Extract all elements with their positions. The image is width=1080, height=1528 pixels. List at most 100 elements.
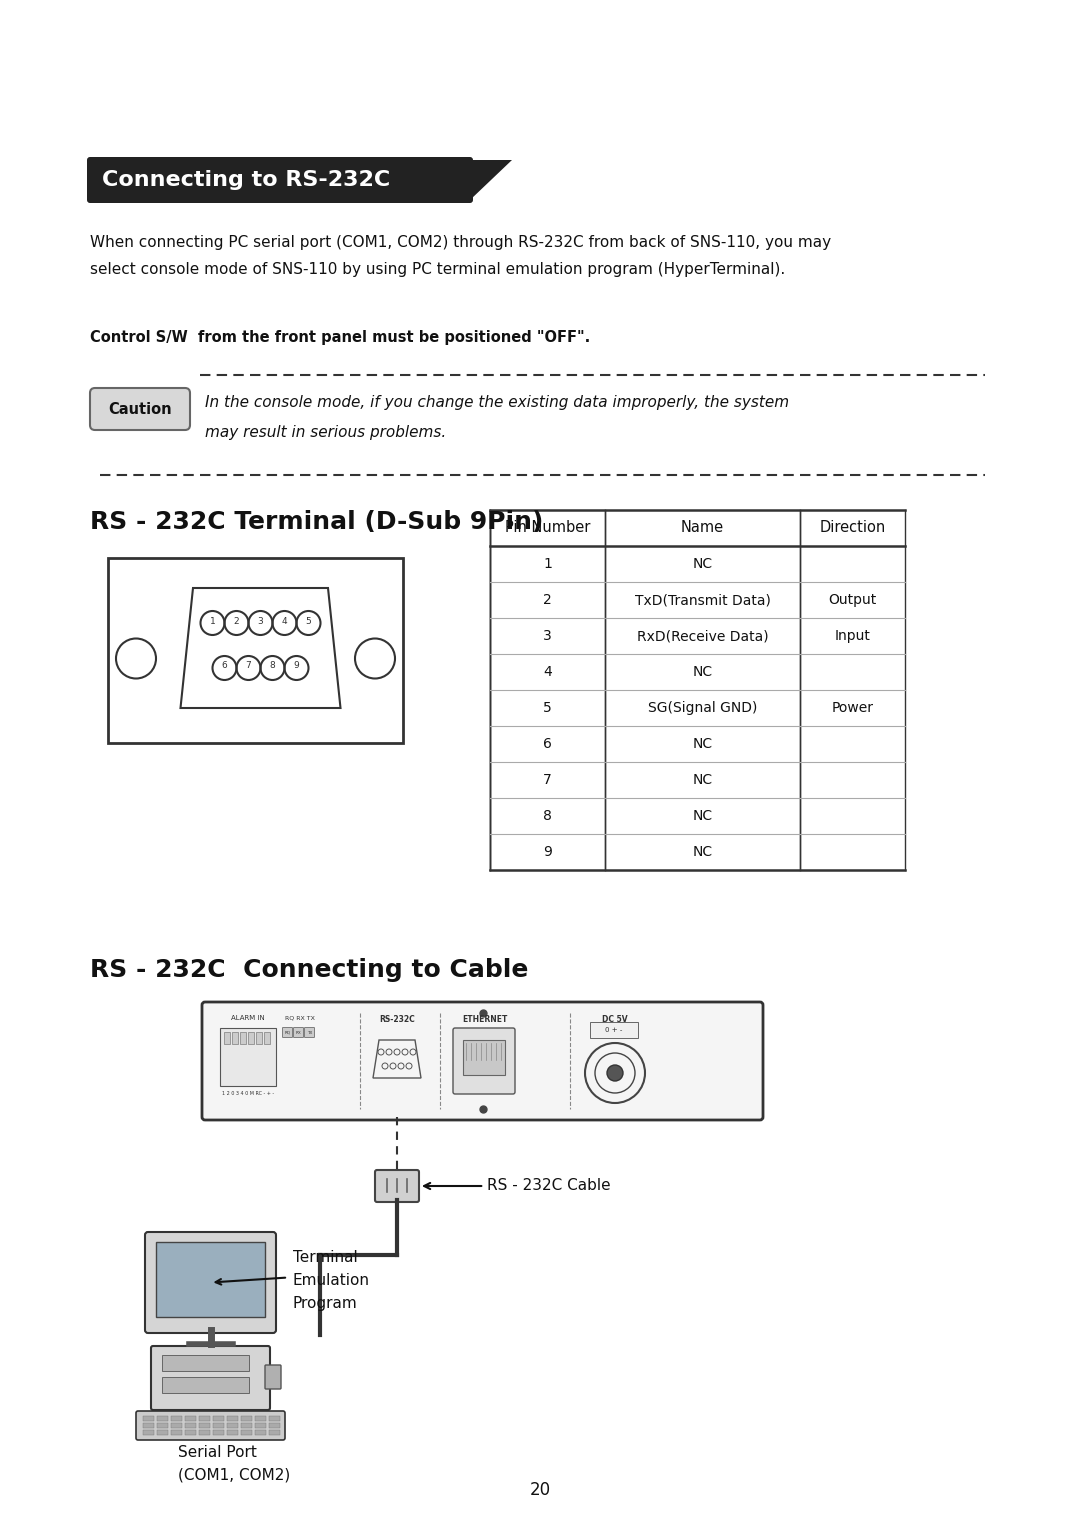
FancyBboxPatch shape — [171, 1416, 183, 1421]
Text: 3: 3 — [258, 616, 264, 625]
Text: RX: RX — [296, 1030, 301, 1034]
Text: 0 + -: 0 + - — [605, 1027, 623, 1033]
FancyBboxPatch shape — [375, 1170, 419, 1203]
Text: When connecting PC serial port (COM1, COM2) through RS-232C from back of SNS-110: When connecting PC serial port (COM1, CO… — [90, 235, 832, 251]
Text: 2: 2 — [233, 616, 240, 625]
Text: ETHERNET: ETHERNET — [462, 1015, 508, 1024]
Text: ALARM IN: ALARM IN — [231, 1015, 265, 1021]
Text: Caution: Caution — [108, 402, 172, 417]
Text: (COM1, COM2): (COM1, COM2) — [178, 1467, 291, 1482]
FancyBboxPatch shape — [264, 1031, 270, 1044]
FancyBboxPatch shape — [143, 1430, 154, 1435]
FancyBboxPatch shape — [241, 1430, 253, 1435]
FancyBboxPatch shape — [241, 1416, 253, 1421]
Text: 4: 4 — [543, 665, 552, 678]
Text: Connecting to RS-232C: Connecting to RS-232C — [102, 170, 390, 189]
FancyBboxPatch shape — [269, 1423, 280, 1429]
Text: TxD(Transmit Data): TxD(Transmit Data) — [635, 593, 770, 607]
Text: Direction: Direction — [820, 521, 886, 535]
Text: DC 5V: DC 5V — [603, 1015, 627, 1024]
FancyBboxPatch shape — [157, 1430, 168, 1435]
FancyBboxPatch shape — [255, 1423, 266, 1429]
Text: 2: 2 — [543, 593, 552, 607]
FancyBboxPatch shape — [256, 1031, 262, 1044]
FancyBboxPatch shape — [199, 1416, 211, 1421]
Text: NC: NC — [692, 558, 713, 571]
Text: NC: NC — [692, 665, 713, 678]
Text: NC: NC — [692, 773, 713, 787]
Text: Input: Input — [835, 630, 870, 643]
FancyBboxPatch shape — [213, 1416, 225, 1421]
Text: Name: Name — [680, 521, 724, 535]
FancyBboxPatch shape — [136, 1410, 285, 1439]
Text: RS - 232C  Connecting to Cable: RS - 232C Connecting to Cable — [90, 958, 528, 983]
FancyBboxPatch shape — [143, 1416, 154, 1421]
Text: TX: TX — [307, 1030, 312, 1034]
FancyBboxPatch shape — [241, 1423, 253, 1429]
FancyBboxPatch shape — [213, 1423, 225, 1429]
Text: RQ RX TX: RQ RX TX — [285, 1015, 315, 1021]
FancyBboxPatch shape — [199, 1430, 211, 1435]
Text: select console mode of SNS-110 by using PC terminal emulation program (HyperTerm: select console mode of SNS-110 by using … — [90, 261, 785, 277]
Text: In the console mode, if you change the existing data improperly, the system: In the console mode, if you change the e… — [205, 396, 789, 410]
FancyBboxPatch shape — [283, 1027, 293, 1038]
Text: 8: 8 — [270, 662, 275, 671]
Text: 7: 7 — [543, 773, 552, 787]
Text: Power: Power — [832, 701, 874, 715]
Text: NC: NC — [692, 808, 713, 824]
FancyBboxPatch shape — [171, 1423, 183, 1429]
Text: Control S/W  from the front panel must be positioned "OFF".: Control S/W from the front panel must be… — [90, 330, 591, 345]
FancyBboxPatch shape — [227, 1423, 239, 1429]
Text: Terminal: Terminal — [293, 1250, 357, 1265]
FancyBboxPatch shape — [255, 1430, 266, 1435]
FancyBboxPatch shape — [224, 1031, 230, 1044]
Text: NC: NC — [692, 736, 713, 750]
Text: 1: 1 — [543, 558, 552, 571]
FancyBboxPatch shape — [269, 1416, 280, 1421]
FancyBboxPatch shape — [305, 1027, 314, 1038]
FancyBboxPatch shape — [202, 1002, 762, 1120]
FancyBboxPatch shape — [145, 1232, 276, 1332]
Text: RxD(Receive Data): RxD(Receive Data) — [637, 630, 768, 643]
FancyBboxPatch shape — [156, 1242, 265, 1317]
Text: 4: 4 — [282, 616, 287, 625]
Text: 7: 7 — [245, 662, 252, 671]
FancyBboxPatch shape — [171, 1430, 183, 1435]
FancyBboxPatch shape — [157, 1423, 168, 1429]
Text: RS-232C: RS-232C — [379, 1015, 415, 1024]
FancyBboxPatch shape — [90, 388, 190, 429]
Text: 9: 9 — [543, 845, 552, 859]
FancyBboxPatch shape — [143, 1423, 154, 1429]
Text: 5: 5 — [543, 701, 552, 715]
FancyBboxPatch shape — [453, 1028, 515, 1094]
FancyBboxPatch shape — [255, 1416, 266, 1421]
FancyBboxPatch shape — [227, 1430, 239, 1435]
FancyBboxPatch shape — [265, 1365, 281, 1389]
FancyBboxPatch shape — [87, 157, 473, 203]
FancyBboxPatch shape — [590, 1022, 638, 1038]
FancyBboxPatch shape — [157, 1416, 168, 1421]
FancyBboxPatch shape — [213, 1430, 225, 1435]
Text: Pin Number: Pin Number — [504, 521, 590, 535]
Text: 5: 5 — [306, 616, 311, 625]
Text: 1: 1 — [210, 616, 215, 625]
FancyBboxPatch shape — [185, 1423, 197, 1429]
Text: 9: 9 — [294, 662, 299, 671]
Polygon shape — [470, 160, 512, 200]
Text: Serial Port: Serial Port — [178, 1445, 257, 1459]
FancyBboxPatch shape — [232, 1031, 238, 1044]
Text: Program: Program — [293, 1296, 357, 1311]
Text: Emulation: Emulation — [293, 1273, 370, 1288]
FancyBboxPatch shape — [240, 1031, 246, 1044]
FancyBboxPatch shape — [248, 1031, 254, 1044]
FancyBboxPatch shape — [220, 1028, 276, 1086]
FancyBboxPatch shape — [162, 1355, 249, 1371]
Text: RS - 232C Cable: RS - 232C Cable — [424, 1178, 610, 1193]
Text: RS - 232C Terminal (D-Sub 9Pin): RS - 232C Terminal (D-Sub 9Pin) — [90, 510, 543, 533]
FancyBboxPatch shape — [162, 1377, 249, 1394]
Text: 8: 8 — [543, 808, 552, 824]
Circle shape — [607, 1065, 623, 1080]
FancyBboxPatch shape — [463, 1041, 505, 1076]
FancyBboxPatch shape — [185, 1416, 197, 1421]
FancyBboxPatch shape — [199, 1423, 211, 1429]
